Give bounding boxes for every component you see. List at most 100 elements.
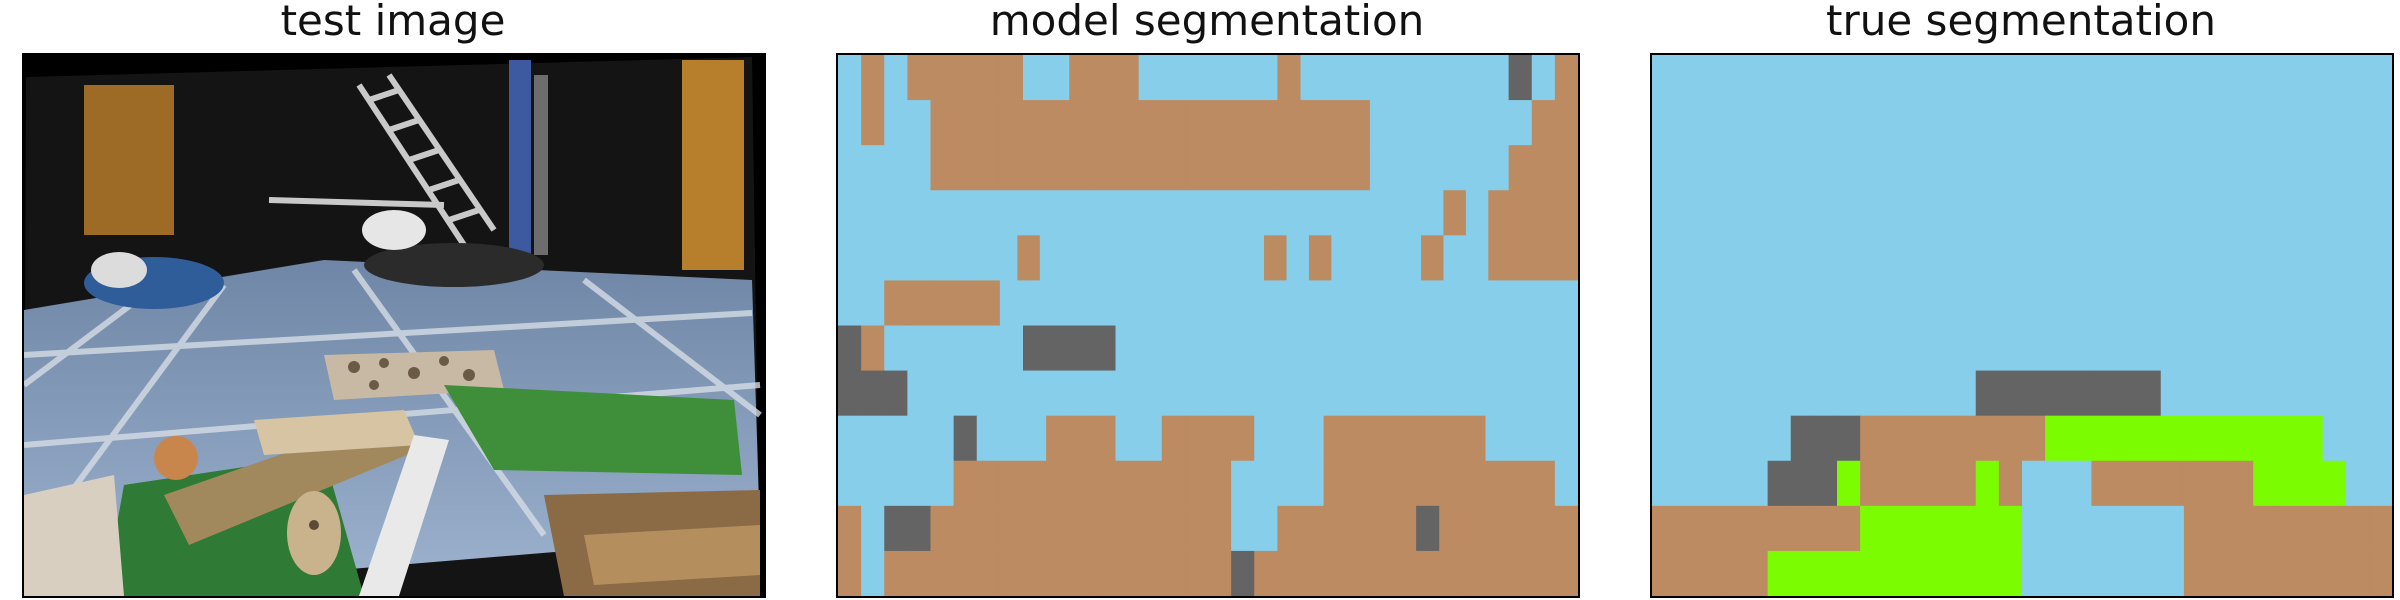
- model-segment-cell-tan: [1508, 460, 1533, 507]
- true-segment-cell-grey: [1767, 460, 1792, 507]
- model-segment-cell-tan: [930, 505, 955, 552]
- true-segment-cell-green: [1883, 550, 1907, 596]
- true-segment-cell-sky-blue: [2207, 370, 2231, 417]
- true-segment-cell-tan: [2276, 505, 2301, 552]
- true-segment-cell-sky-blue: [2068, 460, 2092, 507]
- true-segment-cell-sky-blue: [1998, 325, 2023, 372]
- true-segment-cell-green: [1975, 505, 2000, 552]
- true-segment-cell-sky-blue: [2368, 370, 2392, 417]
- model-segment-cell-sky-blue: [927, 190, 951, 236]
- true-segment-cell-sky-blue: [2114, 55, 2139, 101]
- true-segment-cell-sky-blue: [2345, 280, 2370, 327]
- true-segment-cell-green: [1998, 550, 2023, 596]
- true-segment-cell-sky-blue: [1698, 460, 1722, 507]
- model-segment-cell-sky-blue: [1416, 325, 1440, 372]
- model-segment-cell-sky-blue: [1046, 55, 1070, 101]
- true-segment-cell-sky-blue: [2207, 55, 2231, 101]
- model-segment-cell-tan: [1533, 235, 1557, 282]
- true-segment-cell-sky-blue: [2207, 190, 2231, 236]
- true-segment-cell-sky-blue: [1883, 190, 1907, 236]
- model-segment-cell-sky-blue: [1353, 235, 1377, 282]
- true-segment-cell-sky-blue: [2299, 55, 2324, 101]
- model-segment-cell-grey: [861, 370, 885, 417]
- model-segment-cell-sky-blue: [1151, 235, 1175, 282]
- model-segment-cell-sky-blue: [907, 415, 932, 462]
- true-segment-cell-sky-blue: [2345, 460, 2370, 507]
- model-segment-cell-tan: [999, 505, 1024, 552]
- model-segment-cell-sky-blue: [1369, 325, 1394, 372]
- true-segment-cell-sky-blue: [2091, 505, 2116, 552]
- model-segment-cell-sky-blue: [950, 235, 974, 282]
- model-segment-cell-sky-blue: [1300, 55, 1325, 101]
- true-segment-cell-tan: [1744, 505, 1769, 552]
- model-segment-cell-tan: [1323, 505, 1348, 552]
- true-segment-cell-sky-blue: [1837, 100, 1861, 146]
- model-segment-cell-sky-blue: [1138, 325, 1163, 372]
- model-segment-cell-sky-blue: [884, 460, 908, 507]
- model-segment-cell-sky-blue: [930, 370, 955, 417]
- model-segment-cell-tan: [1138, 145, 1163, 191]
- model-segment-cell-sky-blue: [1485, 280, 1510, 327]
- model-segment-cell-sky-blue: [907, 370, 932, 417]
- model-segment-cell-sky-blue: [1208, 325, 1232, 372]
- model-segment-cell-tan: [1323, 460, 1348, 507]
- true-segment-cell-sky-blue: [2322, 325, 2347, 372]
- model-segment-cell-sky-blue: [1508, 415, 1533, 462]
- model-segment-cell-sky-blue: [1554, 415, 1578, 462]
- true-segment-cell-sky-blue: [2322, 145, 2347, 191]
- model-segment-cell-tan: [953, 505, 978, 552]
- true-segment-cell-tan: [1952, 460, 1977, 507]
- figure-right: [364, 243, 544, 287]
- model-segment-cell-sky-blue: [1196, 190, 1220, 236]
- model-segment-cell-sky-blue: [1129, 190, 1153, 236]
- true-segment-cell-sky-blue: [1721, 100, 1746, 146]
- model-segment-cell-tan: [1208, 505, 1232, 552]
- true-segment-cell-sky-blue: [2253, 55, 2277, 101]
- model-segment-cell-tan: [1393, 550, 1417, 596]
- true-segment-cell-sky-blue: [1698, 55, 1722, 101]
- model-segment-cell-sky-blue: [1231, 460, 1255, 507]
- true-segment-cell-sky-blue: [2368, 190, 2392, 236]
- true-segment-cell-sky-blue: [2253, 145, 2277, 191]
- true-segment-cell-sky-blue: [1929, 55, 1954, 101]
- true-segment-cell-sky-blue: [2253, 325, 2277, 372]
- model-segment-cell-tan: [1462, 505, 1487, 552]
- true-segment-cell-sky-blue: [1767, 325, 1792, 372]
- true-segment-cell-sky-blue: [1767, 145, 1792, 191]
- true-segment-cell-sky-blue: [1906, 100, 1931, 146]
- model-segment-cell-tan: [1485, 505, 1510, 552]
- true-segment-cell-sky-blue: [2230, 55, 2254, 101]
- model-segment-cell-sky-blue: [1353, 190, 1377, 236]
- true-segment-cell-sky-blue: [1721, 235, 1746, 282]
- true-segment-cell-tan: [2207, 505, 2231, 552]
- model-segment-cell-sky-blue: [1107, 190, 1131, 236]
- model-segmentation-map: [838, 55, 1578, 596]
- true-segment-cell-sky-blue: [2299, 325, 2324, 372]
- true-segment-cell-sky-blue: [1929, 145, 1954, 191]
- true-segment-cell-sky-blue: [2207, 280, 2231, 327]
- model-segment-cell-tan: [1488, 190, 1512, 236]
- true-segment-cell-sky-blue: [2207, 145, 2231, 191]
- true-segment-cell-sky-blue: [2276, 100, 2301, 146]
- true-segment-cell-sky-blue: [1860, 370, 1884, 417]
- true-segment-cell-sky-blue: [2368, 145, 2392, 191]
- true-segment-cell-tan: [2345, 505, 2370, 552]
- true-segment-cell-tan: [1767, 505, 1792, 552]
- true-segment-cell-sky-blue: [1744, 100, 1769, 146]
- model-segment-cell-sky-blue: [1039, 235, 1063, 282]
- model-segment-cell-tan: [1254, 550, 1278, 596]
- true-segment-cell-sky-blue: [1767, 415, 1792, 462]
- model-segment-cell-grey: [1046, 325, 1070, 372]
- model-segment-cell-sky-blue: [1286, 190, 1310, 236]
- true-segment-cell-sky-blue: [1675, 325, 1699, 372]
- true-segment-cell-sky-blue: [1698, 235, 1722, 282]
- true-segment-cell-sky-blue: [1767, 235, 1792, 282]
- model-segmentation-title: model segmentation: [989, 0, 1425, 45]
- model-segment-cell-sky-blue: [1231, 370, 1255, 417]
- true-segment-cell-sky-blue: [2299, 100, 2324, 146]
- model-segment-cell-sky-blue: [1062, 190, 1086, 236]
- true-segment-cell-tan: [1698, 505, 1722, 552]
- model-segment-cell-tan: [1510, 190, 1534, 236]
- model-segment-cell-sky-blue: [838, 415, 862, 462]
- true-segment-cell-sky-blue: [1883, 280, 1907, 327]
